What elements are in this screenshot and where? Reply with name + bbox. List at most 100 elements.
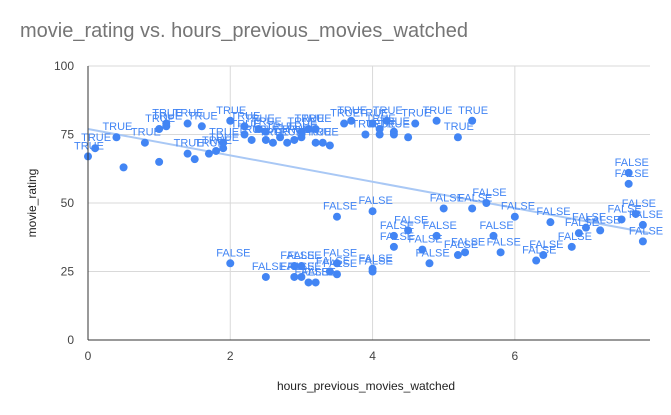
data-point [389,231,398,240]
data-point [91,144,100,153]
data-point [425,259,434,268]
data-label: TRUE [366,119,396,131]
data-label: TRUE [145,113,175,125]
data-point [361,130,370,139]
data-point [290,262,299,271]
trendline-group [87,128,651,235]
data-label: TRUE [287,121,317,133]
data-point [567,242,576,251]
data-label: TRUE [81,132,111,144]
data-point [453,133,462,142]
data-point [283,138,292,147]
data-label: TRUE [174,138,204,150]
data-label: TRUE [273,127,303,139]
data-point [304,278,313,287]
y-tick-label: 100 [54,59,74,73]
data-label: TRUE [174,108,204,120]
data-point [631,209,640,218]
x-axis-title: hours_previous_movies_watched [277,379,455,393]
data-point [624,168,633,177]
data-point [432,231,441,240]
data-point [638,237,647,246]
data-point [219,138,228,147]
data-point [347,116,356,125]
data-label: TRUE [209,127,239,139]
data-label: FALSE [280,250,314,262]
data-point [183,119,192,128]
data-label: TRUE [231,110,261,122]
data-label: TRUE [216,105,246,117]
data-point [311,125,320,134]
data-label: FALSE [586,214,620,226]
data-label: FALSE [287,261,321,273]
data-point [404,133,413,142]
data-point [311,138,320,147]
data-label: FALSE [323,258,357,270]
data-label: TRUE [231,119,261,131]
data-point [240,130,249,139]
data-label: TRUE [366,113,396,125]
data-point [226,116,235,125]
data-label: TRUE [458,105,488,117]
data-label: FALSE [558,231,592,243]
data-point [290,272,299,281]
data-point [261,127,270,136]
data-point [489,231,498,240]
data-point [340,119,349,128]
data-point [411,119,420,128]
data-label: TRUE [195,138,225,150]
data-point [254,125,263,134]
x-tick-label: 4 [369,349,376,363]
data-point [155,125,164,134]
data-label: FALSE [451,236,485,248]
data-point [375,125,384,134]
data-label: FALSE [302,266,336,278]
data-point [382,116,391,125]
data-point [468,204,477,213]
data-label: FALSE [380,231,414,243]
data-point [375,130,384,139]
data-label: FALSE [430,192,464,204]
data-label: TRUE [309,127,339,139]
data-point [112,133,121,142]
data-point [453,251,462,260]
x-tick-label: 0 [85,349,92,363]
data-point [247,135,256,144]
data-label: FALSE [565,217,599,229]
data-point [204,149,213,158]
data-point [574,229,583,238]
data-label: TRUE [266,121,296,133]
data-label: FALSE [479,220,513,232]
data-label: FALSE [501,201,535,213]
data-label: FALSE [295,266,329,278]
data-label: FALSE [615,157,649,169]
data-label: TRUE [252,116,282,128]
y-axis-title: movie_rating [25,169,39,238]
data-label: TRUE [401,108,431,120]
data-label: FALSE [622,198,656,210]
trendline [87,128,651,235]
data-point [212,146,221,155]
data-point [325,141,334,150]
data-label: TRUE [152,108,182,120]
data-point [332,212,341,221]
data-point [539,251,548,260]
data-label: TRUE [302,113,332,125]
data-points [84,116,647,287]
data-label: TRUE [74,140,104,152]
y-tick-label: 50 [61,196,75,210]
data-point [183,149,192,158]
data-label: TRUE [152,110,182,122]
data-label: FALSE [522,245,556,257]
x-tick-label: 2 [227,349,234,363]
data-label: TRUE [280,124,310,136]
data-point [617,215,626,224]
data-label: FALSE [423,220,457,232]
y-tick-label: 25 [61,265,75,279]
data-label: FALSE [415,247,449,259]
data-label: FALSE [629,225,663,237]
x-tick-label: 6 [511,349,518,363]
data-label: TRUE [102,121,132,133]
data-label: FALSE [380,220,414,232]
data-label: TRUE [423,105,453,117]
